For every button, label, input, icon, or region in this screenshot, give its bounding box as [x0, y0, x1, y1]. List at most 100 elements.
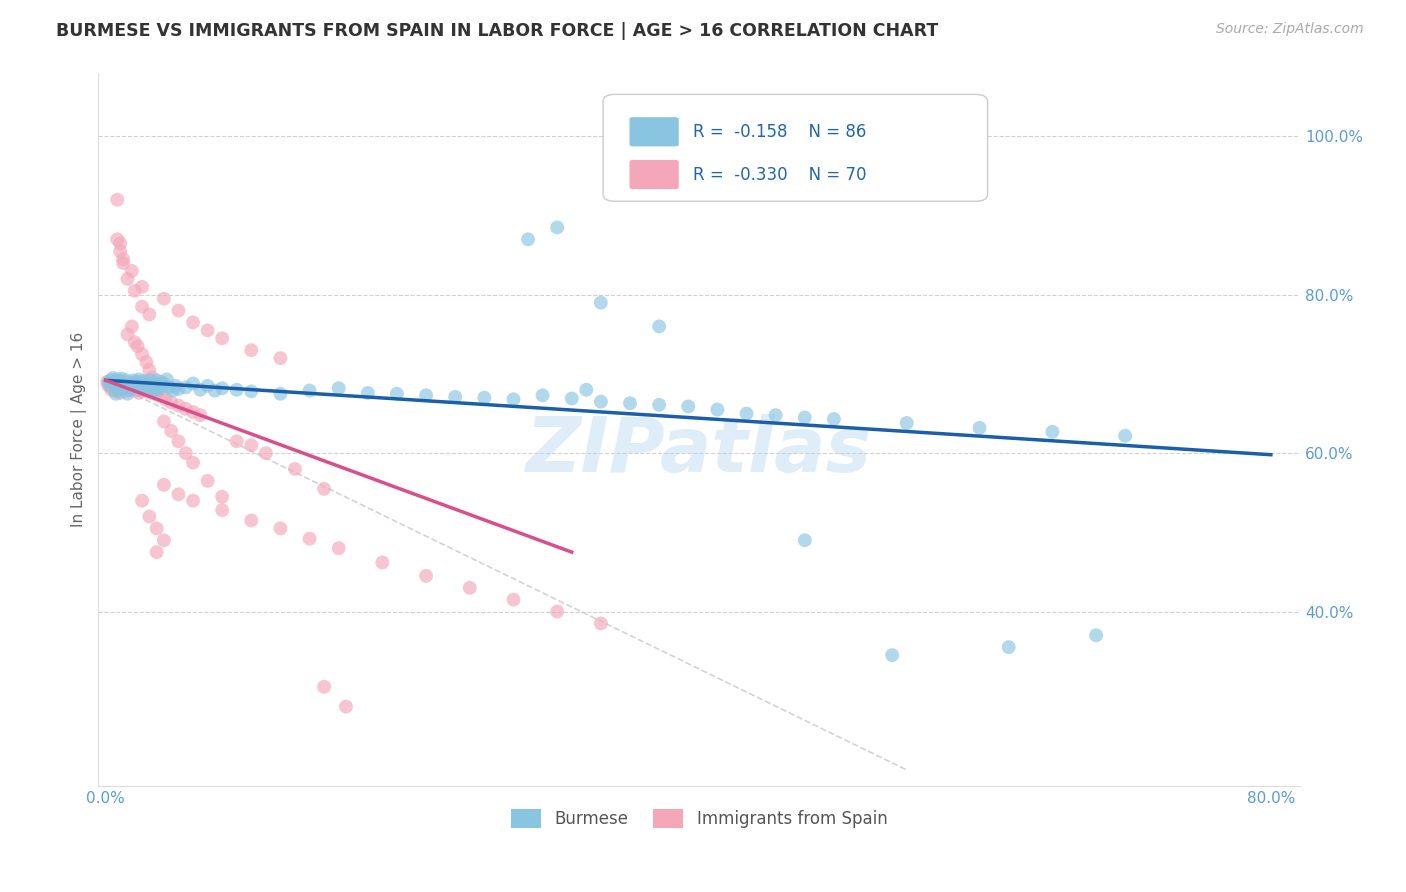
Point [240, 384, 263, 399]
Point [269, 351, 291, 365]
Point [181, 316, 204, 330]
Point [135, 355, 157, 369]
Point [108, 377, 131, 392]
Point [167, 434, 190, 449]
Point [269, 521, 291, 535]
Point [167, 399, 190, 413]
Point [124, 384, 146, 398]
Y-axis label: In Labor Force | Age > 16: In Labor Force | Age > 16 [72, 332, 87, 527]
Point [120, 379, 142, 393]
Point [138, 363, 160, 377]
Point [115, 376, 138, 391]
Point [153, 533, 176, 548]
Point [153, 478, 176, 492]
Point [167, 382, 190, 396]
Point [211, 490, 233, 504]
Point [575, 383, 598, 397]
Point [269, 386, 291, 401]
Point [225, 434, 247, 449]
Point [174, 401, 197, 416]
Point [314, 482, 336, 496]
Point [128, 386, 150, 401]
Point [131, 347, 153, 361]
Point [204, 384, 226, 398]
Point [174, 380, 197, 394]
Text: Source: ZipAtlas.com: Source: ZipAtlas.com [1216, 22, 1364, 37]
Point [328, 541, 350, 556]
Point [121, 380, 143, 394]
Point [589, 394, 612, 409]
Point [589, 295, 612, 310]
Point [143, 379, 166, 393]
FancyBboxPatch shape [630, 160, 679, 189]
Point [211, 503, 233, 517]
Point [188, 408, 211, 422]
Point [167, 487, 190, 501]
Point [138, 308, 160, 322]
Point [882, 648, 904, 662]
Point [896, 416, 918, 430]
Point [145, 387, 167, 401]
Point [328, 381, 350, 395]
Point [108, 236, 131, 251]
Point [211, 381, 233, 395]
Point [97, 379, 120, 393]
Point [181, 376, 204, 391]
Point [122, 373, 145, 387]
Point [142, 384, 165, 398]
Point [112, 256, 135, 270]
Point [142, 383, 165, 397]
Point [98, 379, 121, 393]
Point [141, 371, 163, 385]
Point [98, 376, 121, 391]
Point [124, 284, 146, 298]
Point [124, 380, 146, 394]
Point [104, 380, 127, 394]
Point [131, 493, 153, 508]
Point [148, 378, 170, 392]
Point [111, 372, 134, 386]
Point [188, 383, 211, 397]
Point [561, 392, 583, 406]
Point [145, 373, 167, 387]
Point [112, 252, 135, 266]
Point [765, 408, 787, 422]
Point [165, 379, 187, 393]
Point [108, 244, 131, 259]
Point [1042, 425, 1064, 439]
Point [121, 264, 143, 278]
Point [129, 383, 152, 397]
Text: R =  -0.158    N = 86: R = -0.158 N = 86 [693, 123, 866, 141]
Point [108, 386, 131, 401]
Point [100, 373, 122, 387]
Point [105, 380, 128, 394]
Point [415, 388, 437, 402]
Point [159, 380, 181, 394]
Point [121, 319, 143, 334]
Point [117, 272, 139, 286]
Point [128, 372, 150, 386]
Point [125, 375, 148, 389]
Point [385, 386, 408, 401]
Point [472, 391, 495, 405]
FancyBboxPatch shape [603, 95, 987, 202]
Point [156, 372, 179, 386]
Point [357, 386, 380, 401]
Point [131, 300, 153, 314]
Point [121, 376, 143, 391]
Point [155, 392, 177, 407]
Point [112, 384, 135, 398]
Point [101, 371, 124, 385]
Point [131, 280, 153, 294]
Point [153, 376, 176, 391]
Point [107, 383, 129, 397]
Point [105, 376, 128, 391]
Point [105, 232, 128, 246]
Point [240, 513, 263, 527]
FancyBboxPatch shape [630, 117, 679, 146]
Point [129, 380, 152, 394]
Point [131, 376, 153, 391]
Point [240, 438, 263, 452]
Point [1085, 628, 1108, 642]
Point [127, 383, 149, 397]
